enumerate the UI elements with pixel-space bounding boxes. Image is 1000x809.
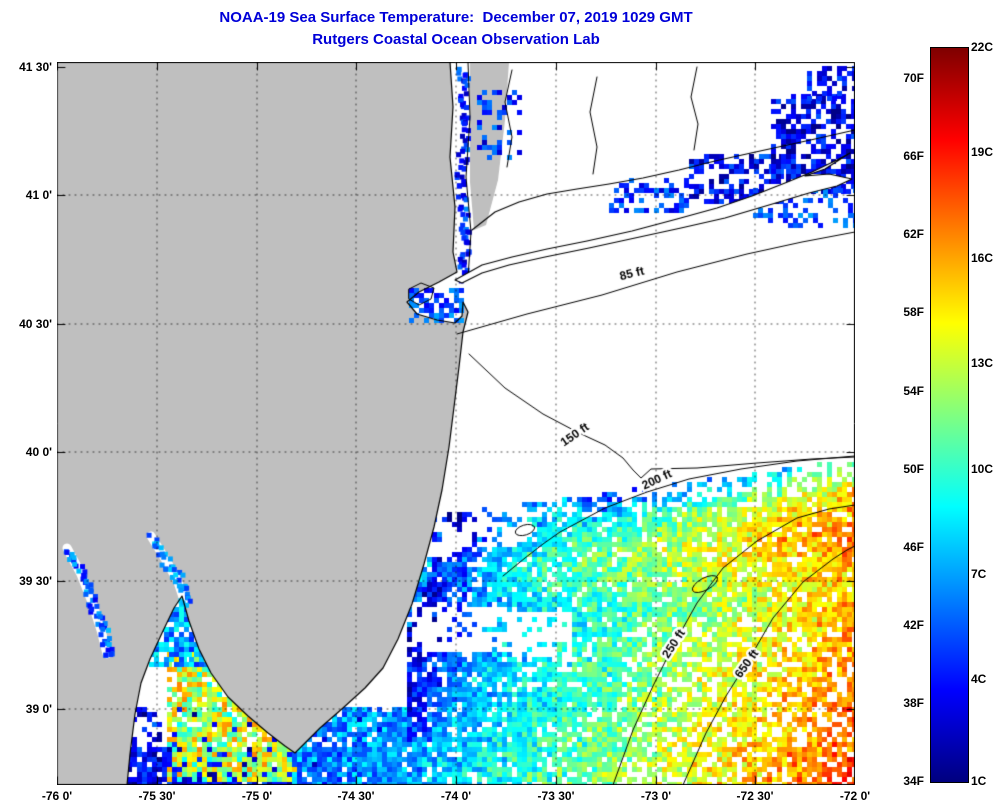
colorbar-celsius-label: 22C xyxy=(971,40,994,54)
x-axis-tick-label: -73 0' xyxy=(640,789,672,803)
y-axis-tick-label: 41 30' xyxy=(19,60,52,74)
colorbar-celsius-label: 1C xyxy=(971,774,987,788)
colorbar-fahrenheit-label: 34F xyxy=(903,773,924,788)
x-axis-tick-label: -75 30' xyxy=(138,789,176,803)
colorbar-fahrenheit-label: 58F xyxy=(903,305,924,320)
x-axis-tick-label: -76 0' xyxy=(41,789,73,803)
colorbar-celsius-label: 13C xyxy=(971,356,994,371)
y-axis-tick-label: 40 0' xyxy=(25,445,52,459)
x-axis-tick-label: -72 30' xyxy=(736,789,774,803)
colorbar-fahrenheit-label: 38F xyxy=(903,695,924,710)
colorbar-celsius-label: 4C xyxy=(971,672,987,687)
colorbar-celsius-label: 7C xyxy=(971,567,987,582)
colorbar-fahrenheit-label: 54F xyxy=(903,383,924,398)
colorbar-fahrenheit-label: 70F xyxy=(903,71,924,86)
colorbar-celsius-label: 16C xyxy=(971,250,994,265)
x-axis-tick-label: -72 0' xyxy=(839,789,871,803)
colorbar-fahrenheit-label: 42F xyxy=(903,617,924,632)
colorbar-fahrenheit-label: 50F xyxy=(903,461,924,476)
temperature-colorbar xyxy=(930,47,969,783)
colorbar-celsius-label: 19C xyxy=(971,145,994,160)
y-axis-tick-label: 41 0' xyxy=(25,188,52,202)
figure-subtitle: Rutgers Coastal Ocean Observation Lab xyxy=(312,31,600,48)
x-axis-tick-label: -75 0' xyxy=(241,789,273,803)
x-axis-tick-label: -73 30' xyxy=(537,789,575,803)
y-axis-tick-label: 40 30' xyxy=(19,317,52,331)
figure-title: NOAA-19 Sea Surface Temperature: Decembe… xyxy=(219,9,693,26)
colorbar-fahrenheit-label: 66F xyxy=(903,149,924,164)
x-axis-tick-label: -74 30' xyxy=(337,789,375,803)
y-axis-tick-label: 39 0' xyxy=(25,702,52,716)
colorbar-fahrenheit-label: 62F xyxy=(903,227,924,242)
sst-map-canvas xyxy=(57,62,855,785)
colorbar-celsius-label: 10C xyxy=(971,461,994,476)
colorbar-fahrenheit-label: 46F xyxy=(903,539,924,554)
x-axis-tick-label: -74 0' xyxy=(440,789,472,803)
y-axis-tick-label: 39 30' xyxy=(19,574,52,588)
